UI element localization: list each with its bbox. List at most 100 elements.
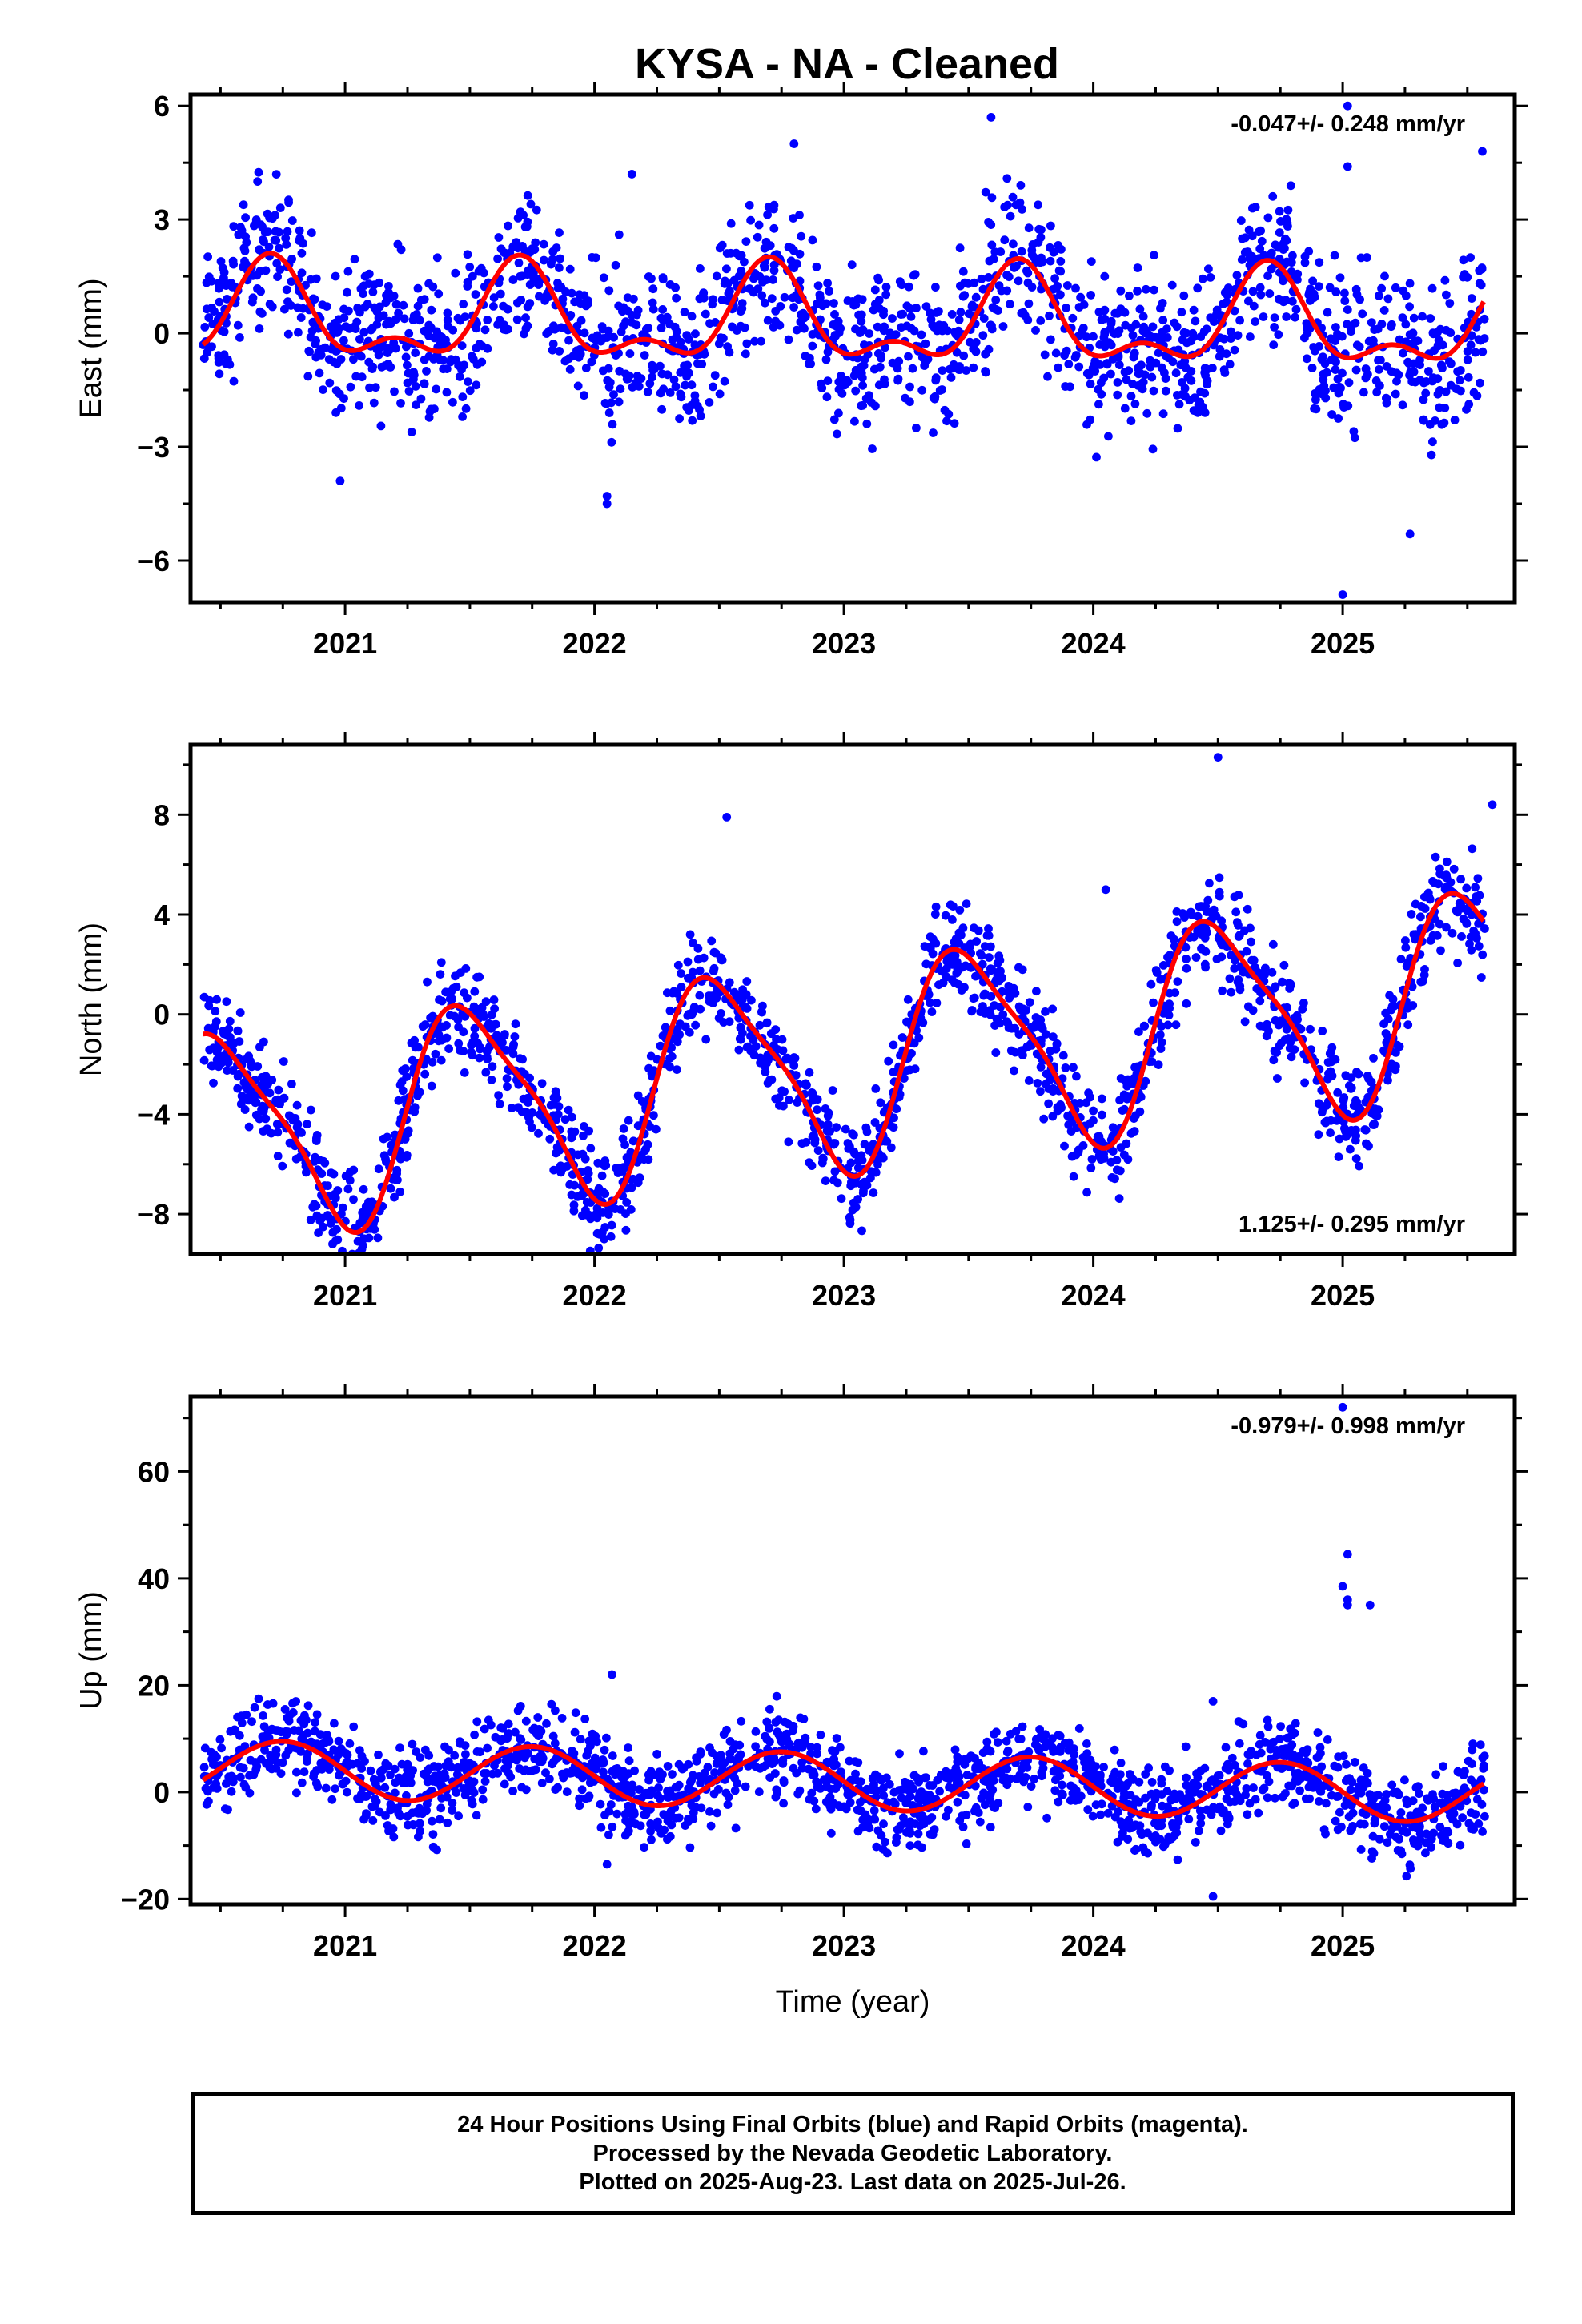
- data-point: [445, 994, 455, 1003]
- data-point: [358, 1214, 367, 1224]
- data-point: [214, 1062, 223, 1072]
- data-point: [808, 235, 817, 245]
- data-point: [1157, 1038, 1166, 1047]
- data-point: [229, 222, 239, 231]
- data-point: [254, 1694, 263, 1703]
- data-point: [1456, 1840, 1465, 1850]
- data-point: [1343, 305, 1352, 314]
- data-point: [1193, 283, 1203, 293]
- data-point: [745, 200, 754, 210]
- data-point: [931, 373, 941, 383]
- data-point: [431, 1049, 440, 1059]
- data-point: [1391, 1048, 1400, 1057]
- data-point: [921, 959, 931, 969]
- data-point: [369, 398, 379, 408]
- data-point: [879, 1791, 889, 1800]
- data-point: [459, 300, 468, 309]
- data-point: [1285, 1043, 1295, 1053]
- data-point: [673, 1024, 682, 1034]
- data-point: [858, 325, 868, 335]
- data-point: [1261, 963, 1270, 973]
- data-point: [1098, 1110, 1106, 1120]
- data-point: [389, 338, 399, 348]
- data-point: [921, 302, 931, 311]
- data-point: [659, 1810, 669, 1819]
- data-point: [1018, 1051, 1027, 1059]
- data-point: [560, 1115, 570, 1124]
- data-point: [954, 326, 963, 336]
- data-point: [1377, 320, 1387, 328]
- data-point: [822, 392, 832, 402]
- data-point: [579, 1131, 588, 1140]
- data-point: [979, 314, 989, 323]
- data-point: [273, 272, 282, 281]
- data-point: [1406, 1811, 1415, 1821]
- data-point: [403, 1811, 412, 1821]
- data-point: [685, 1843, 695, 1852]
- x-tick-label: 2021: [313, 1279, 377, 1312]
- data-point: [410, 1103, 420, 1112]
- data-point: [306, 332, 315, 342]
- data-point: [1100, 328, 1110, 337]
- data-point: [1472, 323, 1481, 332]
- data-point: [673, 1065, 681, 1074]
- data-point: [1048, 1112, 1058, 1121]
- data-point: [885, 1779, 894, 1789]
- data-point: [851, 1178, 861, 1188]
- data-point: [1315, 1797, 1323, 1806]
- data-point: [707, 936, 717, 946]
- data-point: [1403, 1798, 1413, 1807]
- data-point: [1120, 1104, 1129, 1114]
- data-point: [1030, 1775, 1039, 1783]
- data-point: [520, 1069, 529, 1079]
- data-point: [609, 332, 618, 342]
- data-point: [1333, 1088, 1343, 1097]
- data-point: [427, 323, 436, 332]
- data-point: [1477, 1799, 1487, 1809]
- data-point: [746, 1031, 755, 1041]
- data-point: [665, 320, 674, 329]
- data-point: [1333, 1763, 1343, 1772]
- data-point: [544, 326, 554, 336]
- data-point: [1248, 255, 1258, 265]
- data-point: [1309, 343, 1319, 352]
- data-point: [534, 280, 544, 289]
- data-point: [258, 222, 267, 231]
- data-point: [592, 1188, 602, 1197]
- data-point: [1255, 996, 1265, 1006]
- data-point: [1456, 1802, 1465, 1811]
- data-point: [573, 1150, 583, 1160]
- data-point: [448, 983, 458, 993]
- data-point: [726, 219, 736, 228]
- data-point: [909, 1039, 919, 1048]
- data-point: [1123, 1155, 1133, 1164]
- data-point: [656, 1041, 665, 1051]
- data-point: [628, 1136, 638, 1146]
- data-point: [209, 1783, 218, 1792]
- data-point: [950, 419, 959, 428]
- data-point: [981, 187, 990, 197]
- data-point: [912, 424, 921, 432]
- data-point: [287, 1113, 296, 1122]
- data-point: [339, 336, 348, 345]
- data-point: [1052, 1039, 1062, 1049]
- data-point: [1151, 358, 1161, 368]
- data-point: [1096, 1810, 1105, 1819]
- data-point: [738, 995, 747, 1004]
- data-point: [1014, 1002, 1024, 1011]
- plot-frame: [188, 92, 1517, 605]
- data-point: [691, 1020, 700, 1030]
- data-point: [640, 351, 649, 360]
- data-point: [1046, 256, 1055, 266]
- data-point: [1340, 288, 1349, 298]
- data-point: [390, 1192, 399, 1202]
- data-point: [309, 294, 318, 304]
- data-point: [432, 253, 442, 263]
- data-point: [346, 382, 355, 392]
- data-point: [1128, 380, 1137, 388]
- data-point: [917, 385, 927, 395]
- data-point: [1114, 1194, 1124, 1203]
- data-point: [239, 1779, 249, 1789]
- data-point: [1356, 1845, 1366, 1854]
- data-point: [1062, 304, 1070, 312]
